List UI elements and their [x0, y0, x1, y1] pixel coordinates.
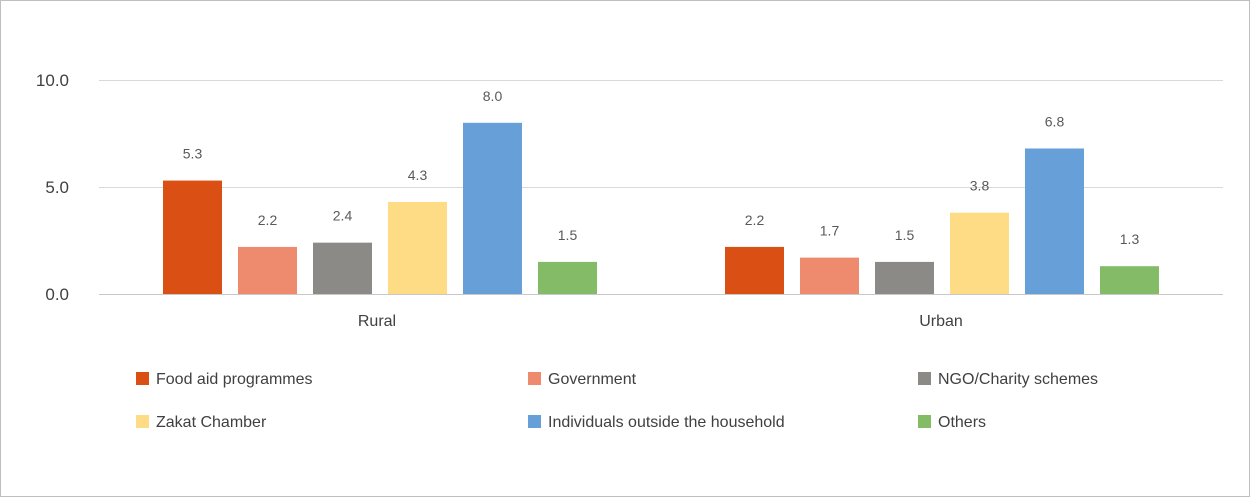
data-label: 1.5	[558, 227, 578, 243]
y-axis: 0.0 5.0 10.0	[36, 71, 69, 304]
x-tick-label: Urban	[919, 313, 963, 330]
y-tick-label: 0.0	[45, 285, 69, 304]
legend-swatch	[136, 372, 149, 385]
data-label: 1.3	[1120, 231, 1140, 247]
data-label: 3.8	[970, 178, 990, 194]
data-label: 6.8	[1045, 113, 1065, 129]
legend-label: Government	[548, 371, 637, 388]
legend-swatch	[918, 372, 931, 385]
bar	[950, 212, 1009, 294]
data-labels: 5.3 2.2 2.2 1.7 2.4 1.5 4.3 3.8 8.0 6.8 1.5 1.3	[183, 88, 1140, 247]
legend-item: Zakat Chamber	[136, 414, 267, 431]
legend-swatch	[136, 415, 149, 428]
legend-label: Others	[938, 414, 986, 431]
legend-label: Individuals outside the household	[548, 414, 785, 431]
bars	[163, 122, 1159, 294]
bar	[313, 242, 372, 294]
legend-label: Zakat Chamber	[156, 414, 267, 431]
x-axis: Rural Urban	[358, 313, 963, 330]
legend-item: NGO/Charity schemes	[918, 371, 1098, 388]
data-label: 4.3	[408, 167, 428, 183]
legend-label: Food aid programmes	[156, 371, 313, 388]
bar	[538, 261, 597, 294]
data-label: 2.2	[258, 212, 278, 228]
y-tick-label: 10.0	[36, 71, 69, 90]
bar	[163, 180, 222, 294]
data-label: 2.4	[333, 208, 353, 224]
data-label: 2.2	[745, 212, 765, 228]
legend-swatch	[918, 415, 931, 428]
legend-item: Individuals outside the household	[528, 414, 785, 431]
x-tick-label: Rural	[358, 313, 396, 330]
data-label: 1.7	[820, 223, 840, 239]
bar	[1025, 148, 1084, 294]
data-label: 5.3	[183, 146, 203, 162]
legend-item: Others	[918, 414, 986, 431]
bar	[388, 201, 447, 294]
legend-item: Government	[528, 371, 637, 388]
bar	[875, 261, 934, 294]
legend-label: NGO/Charity schemes	[938, 371, 1098, 388]
bar	[800, 257, 859, 294]
data-label: 8.0	[483, 88, 503, 104]
y-tick-label: 5.0	[45, 178, 69, 197]
legend-swatch	[528, 372, 541, 385]
bar	[725, 246, 784, 294]
legend: Food aid programmes Government NGO/Charity…	[136, 371, 1098, 431]
legend-swatch	[528, 415, 541, 428]
bar	[463, 122, 522, 294]
data-label: 1.5	[895, 227, 915, 243]
bar	[238, 246, 297, 294]
bar	[1100, 266, 1159, 294]
legend-item: Food aid programmes	[136, 371, 313, 388]
